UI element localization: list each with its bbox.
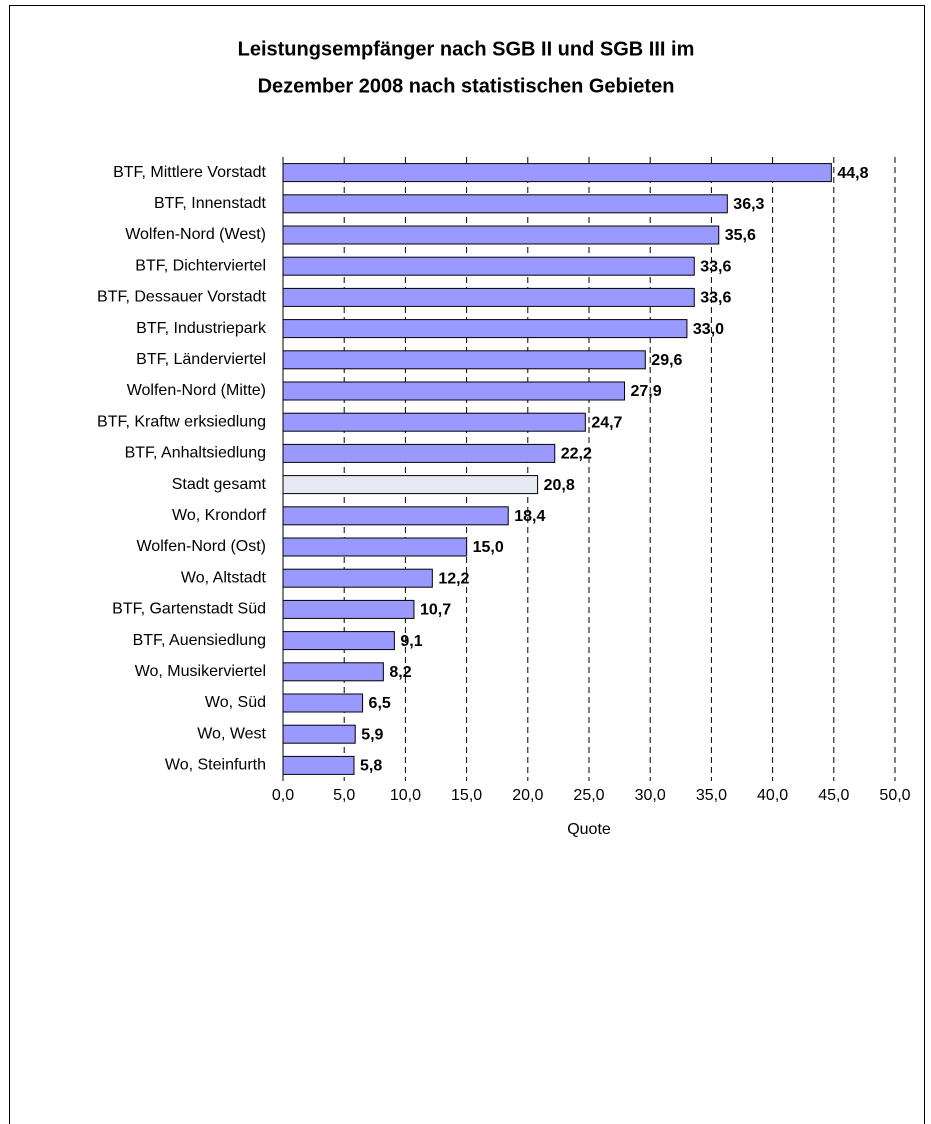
value-label: 33,6 — [700, 290, 731, 307]
value-label: 33,6 — [700, 258, 731, 275]
x-tick-label: 45,0 — [818, 787, 849, 804]
y-tick-label: Wo, Krondorf — [172, 507, 267, 524]
value-label: 5,9 — [361, 726, 383, 743]
x-tick-label: 15,0 — [451, 787, 482, 804]
x-tick-label: 10,0 — [390, 787, 421, 804]
bar — [282, 319, 688, 339]
value-label: 6,5 — [369, 695, 391, 712]
bar — [282, 755, 355, 775]
y-tick-label: Wolfen-Nord (West) — [125, 226, 266, 243]
x-tick-label: 30,0 — [635, 787, 666, 804]
x-tick-label: 40,0 — [757, 787, 788, 804]
y-tick-label: Stadt gesamt — [172, 476, 267, 493]
y-tick-label: BTF, Dichterviertel — [135, 257, 266, 274]
x-tick-label: 25,0 — [573, 787, 604, 804]
y-tick-label: Wo, West — [197, 725, 266, 742]
bar — [282, 412, 586, 432]
bar — [282, 693, 364, 713]
chart-title: Leistungsempfänger nach SGB II und SGB I… — [238, 38, 695, 60]
value-label: 15,0 — [473, 539, 504, 556]
bar — [282, 724, 356, 744]
bar — [282, 225, 720, 245]
y-tick-label: BTF, Industriepark — [136, 320, 267, 337]
bar — [282, 287, 695, 307]
y-tick-label: BTF, Mittlere Vorstadt — [113, 164, 266, 181]
chart-title: Dezember 2008 nach statistischen Gebiete… — [258, 75, 675, 97]
bar — [282, 506, 509, 526]
bar — [282, 537, 468, 557]
x-tick-label: 5,0 — [333, 787, 355, 804]
x-tick-label: 0,0 — [272, 787, 294, 804]
value-label: 20,8 — [544, 477, 575, 494]
y-tick-label: BTF, Dessauer Vorstadt — [97, 289, 267, 306]
y-tick-label: BTF, Kraftw erksiedlung — [97, 413, 266, 430]
value-label: 24,7 — [591, 414, 622, 431]
bar — [282, 194, 728, 214]
value-label: 44,8 — [837, 165, 868, 182]
x-tick-label: 50,0 — [879, 787, 910, 804]
bar — [282, 163, 832, 183]
y-tick-label: BTF, Innenstadt — [154, 195, 267, 212]
bar — [282, 599, 415, 619]
value-label: 12,2 — [438, 570, 469, 587]
value-label: 27,9 — [630, 383, 661, 400]
value-label: 29,6 — [651, 352, 682, 369]
value-label: 9,1 — [400, 633, 422, 650]
x-tick-label: 35,0 — [696, 787, 727, 804]
y-tick-label: Wo, Altstadt — [181, 569, 267, 586]
y-tick-label: BTF, Länderviertel — [136, 351, 266, 368]
value-label: 18,4 — [514, 508, 545, 525]
x-axis-label: Quote — [567, 821, 611, 838]
y-tick-label: BTF, Auensiedlung — [133, 632, 266, 649]
y-tick-label: Wolfen-Nord (Mitte) — [127, 382, 266, 399]
value-label: 5,8 — [360, 758, 382, 775]
y-tick-label: Wolfen-Nord (Ost) — [136, 538, 266, 555]
bar — [282, 443, 556, 463]
value-label: 22,2 — [561, 446, 592, 463]
y-tick-label: BTF, Gartenstadt Süd — [112, 601, 266, 618]
value-label: 35,6 — [725, 227, 756, 244]
value-label: 36,3 — [733, 196, 764, 213]
value-label: 10,7 — [420, 602, 451, 619]
bar — [282, 568, 433, 588]
bar — [282, 662, 384, 682]
x-tick-label: 20,0 — [512, 787, 543, 804]
bar — [282, 350, 646, 370]
bar — [282, 256, 695, 276]
y-tick-label: Wo, Steinfurth — [165, 757, 266, 774]
y-tick-label: Wo, Süd — [205, 694, 266, 711]
value-label: 8,2 — [389, 664, 411, 681]
value-label: 33,0 — [693, 321, 724, 338]
bar — [282, 631, 395, 651]
y-tick-label: BTF, Anhaltsiedlung — [125, 445, 266, 462]
y-tick-label: Wo, Musikerviertel — [135, 663, 266, 680]
bar — [282, 475, 539, 495]
bar — [282, 381, 625, 401]
